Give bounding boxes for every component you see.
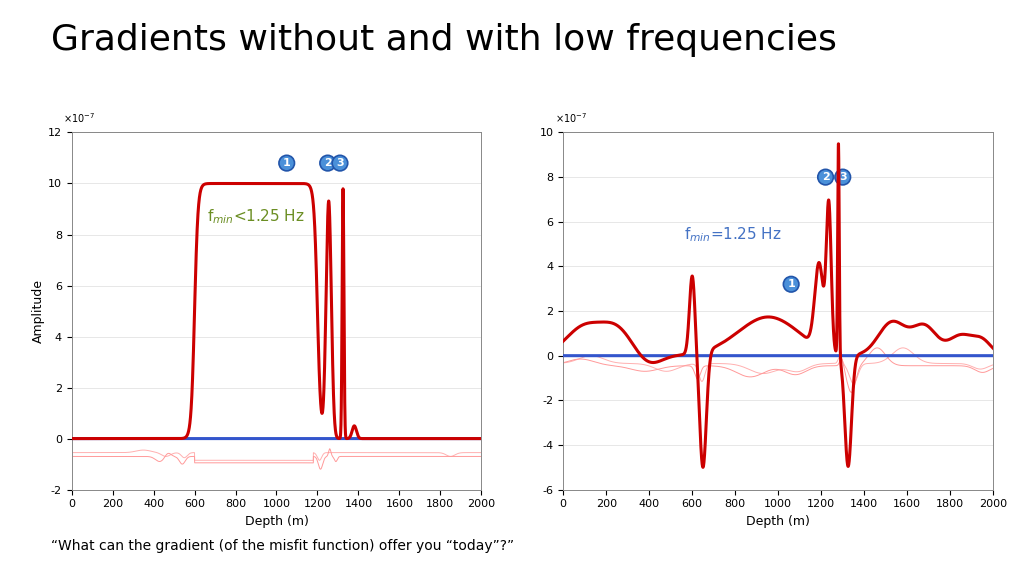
Text: Gradients without and with low frequencies: Gradients without and with low frequenci…: [51, 23, 837, 57]
Text: $\times10^{-7}$: $\times10^{-7}$: [63, 112, 95, 126]
Text: “What can the gradient (of the misfit function) offer you “today”?”: “What can the gradient (of the misfit fu…: [51, 539, 514, 553]
Text: f$_{min}$<1.25 Hz: f$_{min}$<1.25 Hz: [207, 208, 304, 226]
Text: 3: 3: [336, 158, 344, 168]
X-axis label: Depth (m): Depth (m): [245, 515, 308, 528]
Text: 3: 3: [839, 172, 847, 182]
Text: f$_{min}$=1.25 Hz: f$_{min}$=1.25 Hz: [684, 226, 781, 244]
X-axis label: Depth (m): Depth (m): [746, 515, 810, 528]
Text: 1: 1: [787, 279, 795, 289]
Text: 2: 2: [821, 172, 829, 182]
Text: 2: 2: [324, 158, 332, 168]
Y-axis label: Amplitude: Amplitude: [32, 279, 45, 343]
Text: 1: 1: [283, 158, 291, 168]
Text: $\times10^{-7}$: $\times10^{-7}$: [555, 112, 587, 126]
